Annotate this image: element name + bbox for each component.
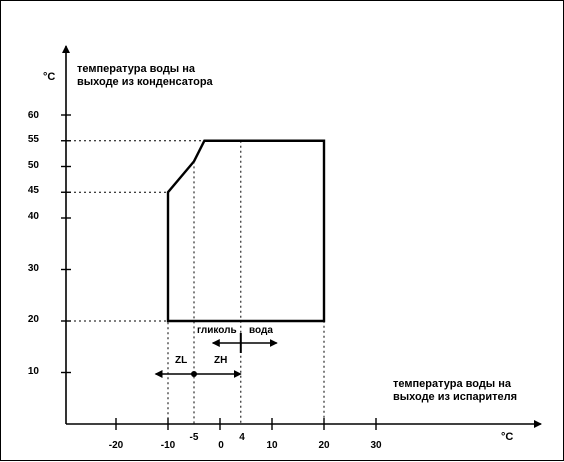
glycol-label: гликоль xyxy=(197,325,237,337)
y-axis-unit: °C xyxy=(43,71,55,84)
water-label: вода xyxy=(249,325,273,337)
y-tick-label: 50 xyxy=(17,160,39,171)
y-tick-label: 20 xyxy=(17,314,39,325)
x-tick-label: -10 xyxy=(156,440,180,451)
axes xyxy=(61,46,541,430)
y-tick-label: 45 xyxy=(17,185,39,196)
zh-label: ZH xyxy=(214,355,227,366)
x-tick-label: 30 xyxy=(364,440,388,451)
y-tick-label: 30 xyxy=(17,263,39,274)
x-axis-caption-line2: выходе из испарителя xyxy=(393,391,517,404)
x-tick-label: 20 xyxy=(312,440,336,451)
x-axis-unit: °C xyxy=(501,431,513,444)
y-axis-caption-line1: температура воды на xyxy=(77,63,195,76)
reference-lines xyxy=(74,141,324,424)
zl-label: ZL xyxy=(175,355,187,366)
envelope-layer xyxy=(168,141,324,321)
operating-envelope xyxy=(168,141,324,321)
x-tick-label: -5 xyxy=(182,432,206,443)
y-axis-caption-line2: выходе из конденсатора xyxy=(77,76,213,89)
y-tick-label: 55 xyxy=(17,134,39,145)
y-tick-label: 10 xyxy=(17,366,39,377)
x-axis-caption-line1: температура воды на xyxy=(393,378,511,391)
x-tick-label: 10 xyxy=(260,440,284,451)
x-tick-label: -20 xyxy=(104,440,128,451)
y-tick-label: 40 xyxy=(17,211,39,222)
x-tick-label: 4 xyxy=(230,432,254,443)
y-tick-label: 60 xyxy=(17,110,39,121)
